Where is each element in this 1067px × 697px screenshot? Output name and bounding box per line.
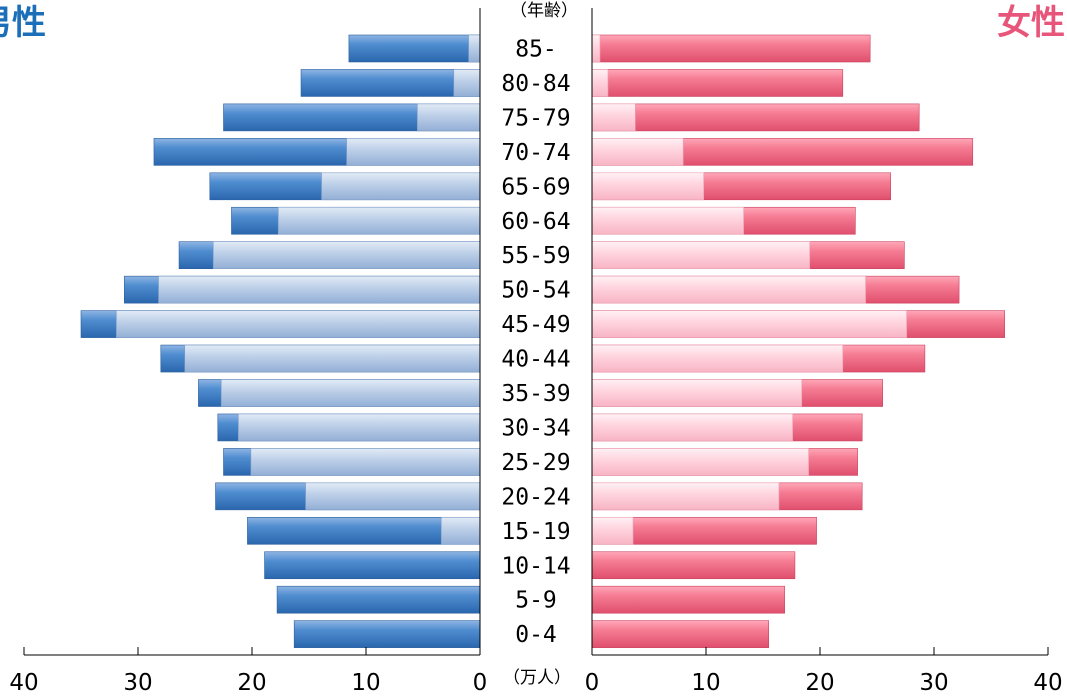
female-light-bar-age-80-84 <box>591 69 609 97</box>
category-label-age-65-69: 65-69 <box>501 174 570 200</box>
category-label-age-0-4: 0-4 <box>515 622 557 648</box>
male-light-bar-age-65-69 <box>321 172 481 201</box>
male-light-bar-age-50-54 <box>158 275 481 304</box>
male-bar-age-0-4 <box>293 620 481 648</box>
male-light-bar-age-35-39 <box>220 379 481 407</box>
category-label-age-15-19: 15-19 <box>501 519 570 545</box>
male-bar-age-5-9 <box>276 585 481 614</box>
category-label-age-10-14: 10-14 <box>501 553 570 579</box>
male-light-bar-age-30-34 <box>238 413 481 442</box>
female-bar-age-5-9 <box>591 585 785 614</box>
female-bar-age-10-14 <box>591 551 796 580</box>
category-label-age-50-54: 50-54 <box>501 278 570 304</box>
female-light-bar-age-70-74 <box>591 138 684 166</box>
female-light-bar-age-45-49 <box>591 310 907 338</box>
female-light-bar-age-30-34 <box>591 413 793 442</box>
female-light-bar-age-60-64 <box>591 206 744 235</box>
category-label-age-30-34: 30-34 <box>501 415 570 441</box>
category-label-age-40-44: 40-44 <box>501 347 570 373</box>
female-tick-label-40: 40 <box>1033 670 1062 696</box>
female-light-bar-age-25-29 <box>591 448 809 476</box>
bars-layer <box>80 34 1005 648</box>
female-light-bar-age-85 <box>591 34 601 63</box>
female-light-bar-age-40-44 <box>591 344 844 373</box>
male-side-label: 男性 <box>0 3 46 43</box>
male-light-bar-age-15-19 <box>440 516 481 545</box>
female-light-bar-age-50-54 <box>591 275 866 304</box>
category-label-age-25-29: 25-29 <box>501 450 570 476</box>
category-label-age-35-39: 35-39 <box>501 381 570 407</box>
male-light-bar-age-85 <box>468 34 481 63</box>
female-tick-label-0: 0 <box>585 670 600 696</box>
male-light-bar-age-60-64 <box>277 206 481 235</box>
male-tick-label-0: 0 <box>473 670 488 696</box>
category-label-age-75-79: 75-79 <box>501 105 570 131</box>
male-tick-label-10: 10 <box>351 670 380 696</box>
female-light-bar-age-75-79 <box>591 103 636 132</box>
x-axis-unit: （万人） <box>503 668 571 688</box>
female-tick-label-10: 10 <box>691 670 720 696</box>
female-bar-age-75-79 <box>591 103 920 132</box>
male-bar-age-80-84 <box>300 69 481 97</box>
male-bar-age-85 <box>348 34 481 63</box>
age-axis-unit: （年齢） <box>510 1 578 21</box>
female-side-label: 女性 <box>997 3 1065 43</box>
male-light-bar-age-75-79 <box>416 103 481 132</box>
male-tick-label-40: 40 <box>9 670 38 696</box>
category-label-age-55-59: 55-59 <box>501 243 570 269</box>
female-bar-age-85 <box>591 34 871 63</box>
category-label-age-45-49: 45-49 <box>501 312 570 338</box>
female-light-bar-age-55-59 <box>591 241 811 269</box>
female-light-bar-age-15-19 <box>591 516 634 545</box>
male-light-bar-age-25-29 <box>250 448 481 476</box>
category-label-age-70-74: 70-74 <box>501 140 570 166</box>
male-tick-label-20: 20 <box>237 670 266 696</box>
female-tick-label-20: 20 <box>805 670 834 696</box>
male-light-bar-age-70-74 <box>346 138 481 166</box>
male-light-bar-age-55-59 <box>212 241 481 269</box>
male-light-bar-age-80-84 <box>453 69 481 97</box>
female-light-bar-age-65-69 <box>591 172 705 201</box>
category-label-age-80-84: 80-84 <box>501 71 570 97</box>
female-light-bar-age-35-39 <box>591 379 803 407</box>
female-bar-age-80-84 <box>591 69 844 97</box>
female-tick-label-30: 30 <box>919 670 948 696</box>
category-label-age-85: 85- <box>515 37 557 63</box>
category-label-age-5-9: 5-9 <box>515 588 557 614</box>
category-label-age-60-64: 60-64 <box>501 209 570 235</box>
male-bar-age-10-14 <box>264 551 481 580</box>
male-tick-label-30: 30 <box>123 670 152 696</box>
age-category-labels: 85- 80-84 75-79 70-74 65-69 60-64 55-59 50-54 45… <box>501 37 570 649</box>
male-light-bar-age-20-24 <box>305 482 481 511</box>
x-axes: 40 40 30 30 20 20 10 10 0 0 <box>9 8 1063 696</box>
female-bar-age-0-4 <box>591 620 769 648</box>
female-light-bar-age-20-24 <box>591 482 780 511</box>
category-label-age-20-24: 20-24 <box>501 484 570 510</box>
male-light-bar-age-40-44 <box>184 344 481 373</box>
male-light-bar-age-45-49 <box>116 310 481 338</box>
